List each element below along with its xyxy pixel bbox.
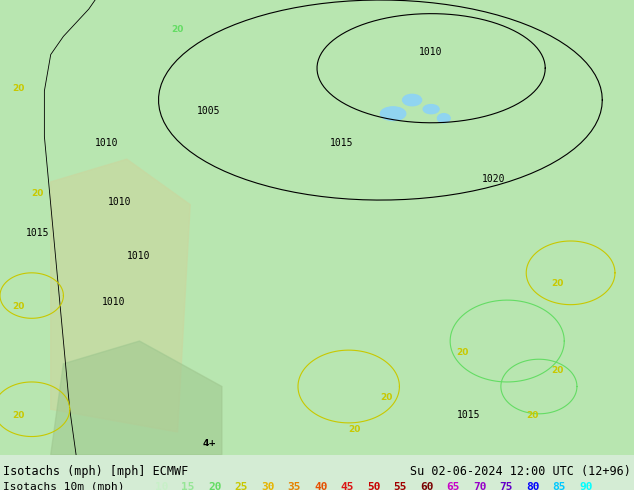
Polygon shape — [51, 159, 190, 432]
Text: 1010: 1010 — [127, 251, 150, 261]
Text: 35: 35 — [287, 482, 301, 490]
Text: 60: 60 — [420, 482, 434, 490]
Text: 70: 70 — [473, 482, 486, 490]
Text: 50: 50 — [367, 482, 380, 490]
Text: Isotachs 10m (mph): Isotachs 10m (mph) — [3, 482, 124, 490]
Text: 40: 40 — [314, 482, 328, 490]
Text: 1015: 1015 — [25, 228, 49, 239]
Text: 90: 90 — [579, 482, 593, 490]
Text: 20: 20 — [32, 189, 44, 197]
Text: 20: 20 — [380, 393, 393, 402]
Text: 45: 45 — [340, 482, 354, 490]
Text: 1015: 1015 — [456, 410, 480, 420]
Text: 1010: 1010 — [95, 138, 119, 147]
Ellipse shape — [403, 95, 422, 106]
Text: 20: 20 — [171, 25, 184, 34]
Text: 1020: 1020 — [482, 174, 505, 184]
Text: 80: 80 — [526, 482, 540, 490]
Text: 20: 20 — [349, 425, 361, 434]
Text: Isotachs (mph) [mph] ECMWF: Isotachs (mph) [mph] ECMWF — [3, 465, 188, 478]
Text: 1015: 1015 — [330, 138, 353, 147]
Text: 20: 20 — [552, 366, 564, 375]
Text: 1010: 1010 — [108, 196, 131, 207]
Text: 20: 20 — [456, 348, 469, 357]
Ellipse shape — [437, 114, 450, 123]
Text: 1005: 1005 — [197, 106, 220, 116]
Text: 30: 30 — [261, 482, 275, 490]
Ellipse shape — [424, 104, 439, 114]
Text: 10: 10 — [155, 482, 169, 490]
Text: 15: 15 — [181, 482, 195, 490]
Text: 55: 55 — [394, 482, 407, 490]
Text: 65: 65 — [446, 482, 460, 490]
Text: 20: 20 — [208, 482, 221, 490]
Ellipse shape — [380, 107, 406, 121]
Text: 75: 75 — [500, 482, 513, 490]
Text: 20: 20 — [13, 411, 25, 420]
Polygon shape — [51, 341, 222, 455]
Text: 20: 20 — [552, 279, 564, 289]
Text: Su 02-06-2024 12:00 UTC (12+96): Su 02-06-2024 12:00 UTC (12+96) — [410, 465, 631, 478]
Text: 4+: 4+ — [203, 439, 217, 448]
Text: 1010: 1010 — [101, 296, 125, 307]
Text: 20: 20 — [526, 411, 539, 420]
Text: 1010: 1010 — [418, 47, 442, 56]
Text: 25: 25 — [235, 482, 248, 490]
Text: 20: 20 — [13, 84, 25, 93]
Text: 85: 85 — [552, 482, 566, 490]
Text: 20: 20 — [13, 302, 25, 311]
